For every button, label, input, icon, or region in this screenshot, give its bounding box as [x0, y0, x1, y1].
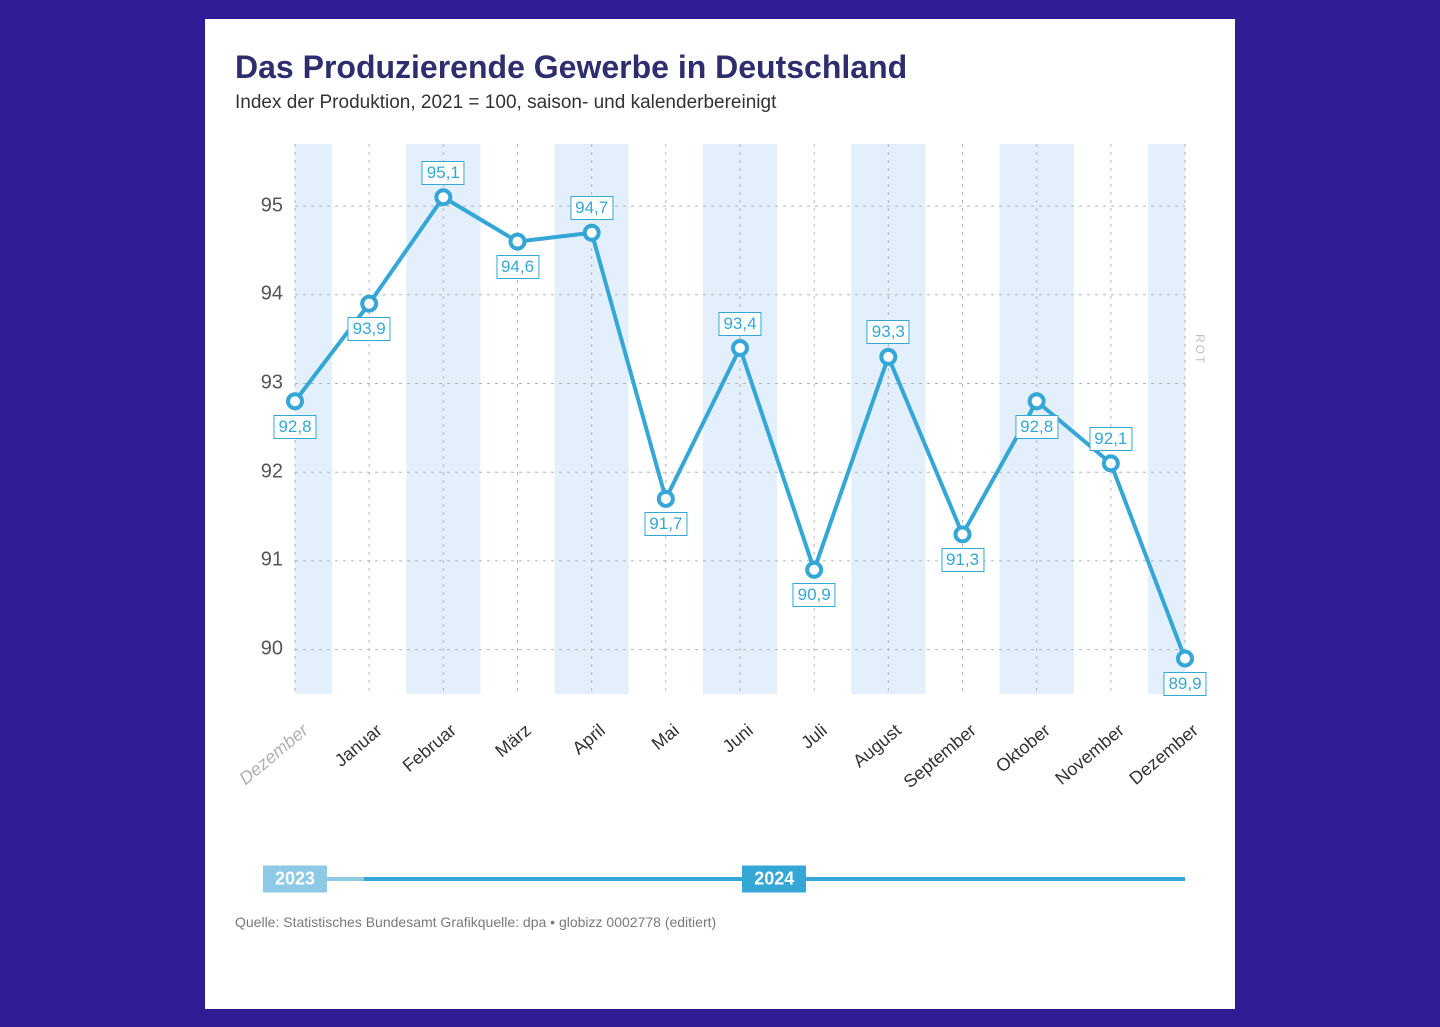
y-axis-tick: 94	[235, 283, 283, 306]
year-pill: 2024	[742, 865, 806, 892]
data-point-label: 94,6	[496, 255, 539, 279]
data-point-label: 92,8	[273, 415, 316, 439]
page-background: Das Produzierende Gewerbe in Deutschland…	[0, 0, 1440, 1027]
y-axis-tick: 91	[235, 549, 283, 572]
data-point-label: 93,4	[718, 312, 761, 336]
data-point-label: 89,9	[1163, 672, 1206, 696]
data-point-label: 93,3	[867, 320, 910, 344]
data-point-label: 92,1	[1089, 427, 1132, 451]
data-point-label: 92,8	[1015, 415, 1058, 439]
year-axis: 2023 2024	[235, 864, 1195, 894]
data-point-label: 90,9	[793, 583, 836, 607]
y-axis-tick: 90	[235, 638, 283, 661]
chart-subtitle: Index der Produktion, 2021 = 100, saison…	[235, 92, 1205, 114]
chart-title: Das Produzierende Gewerbe in Deutschland	[235, 49, 1205, 86]
year-pill: 2023	[263, 865, 327, 892]
y-axis-tick: 93	[235, 372, 283, 395]
credit-line: Quelle: Statistisches Bundesamt Grafikqu…	[235, 914, 1205, 930]
side-watermark: ROT	[1193, 334, 1207, 365]
data-point-label: 95,1	[422, 161, 465, 185]
chart-area: 90 91 92 93 94 95 92,8 93,9 95,1 94,6 94,7 91,7 93,4…	[235, 134, 1195, 824]
data-point-label: 91,3	[941, 548, 984, 572]
y-axis-tick: 95	[235, 194, 283, 217]
chart-card: Das Produzierende Gewerbe in Deutschland…	[205, 19, 1235, 1009]
data-point-label: 91,7	[644, 512, 687, 536]
data-point-label: 94,7	[570, 196, 613, 220]
data-point-label: 93,9	[348, 317, 391, 341]
y-axis-tick: 92	[235, 460, 283, 483]
